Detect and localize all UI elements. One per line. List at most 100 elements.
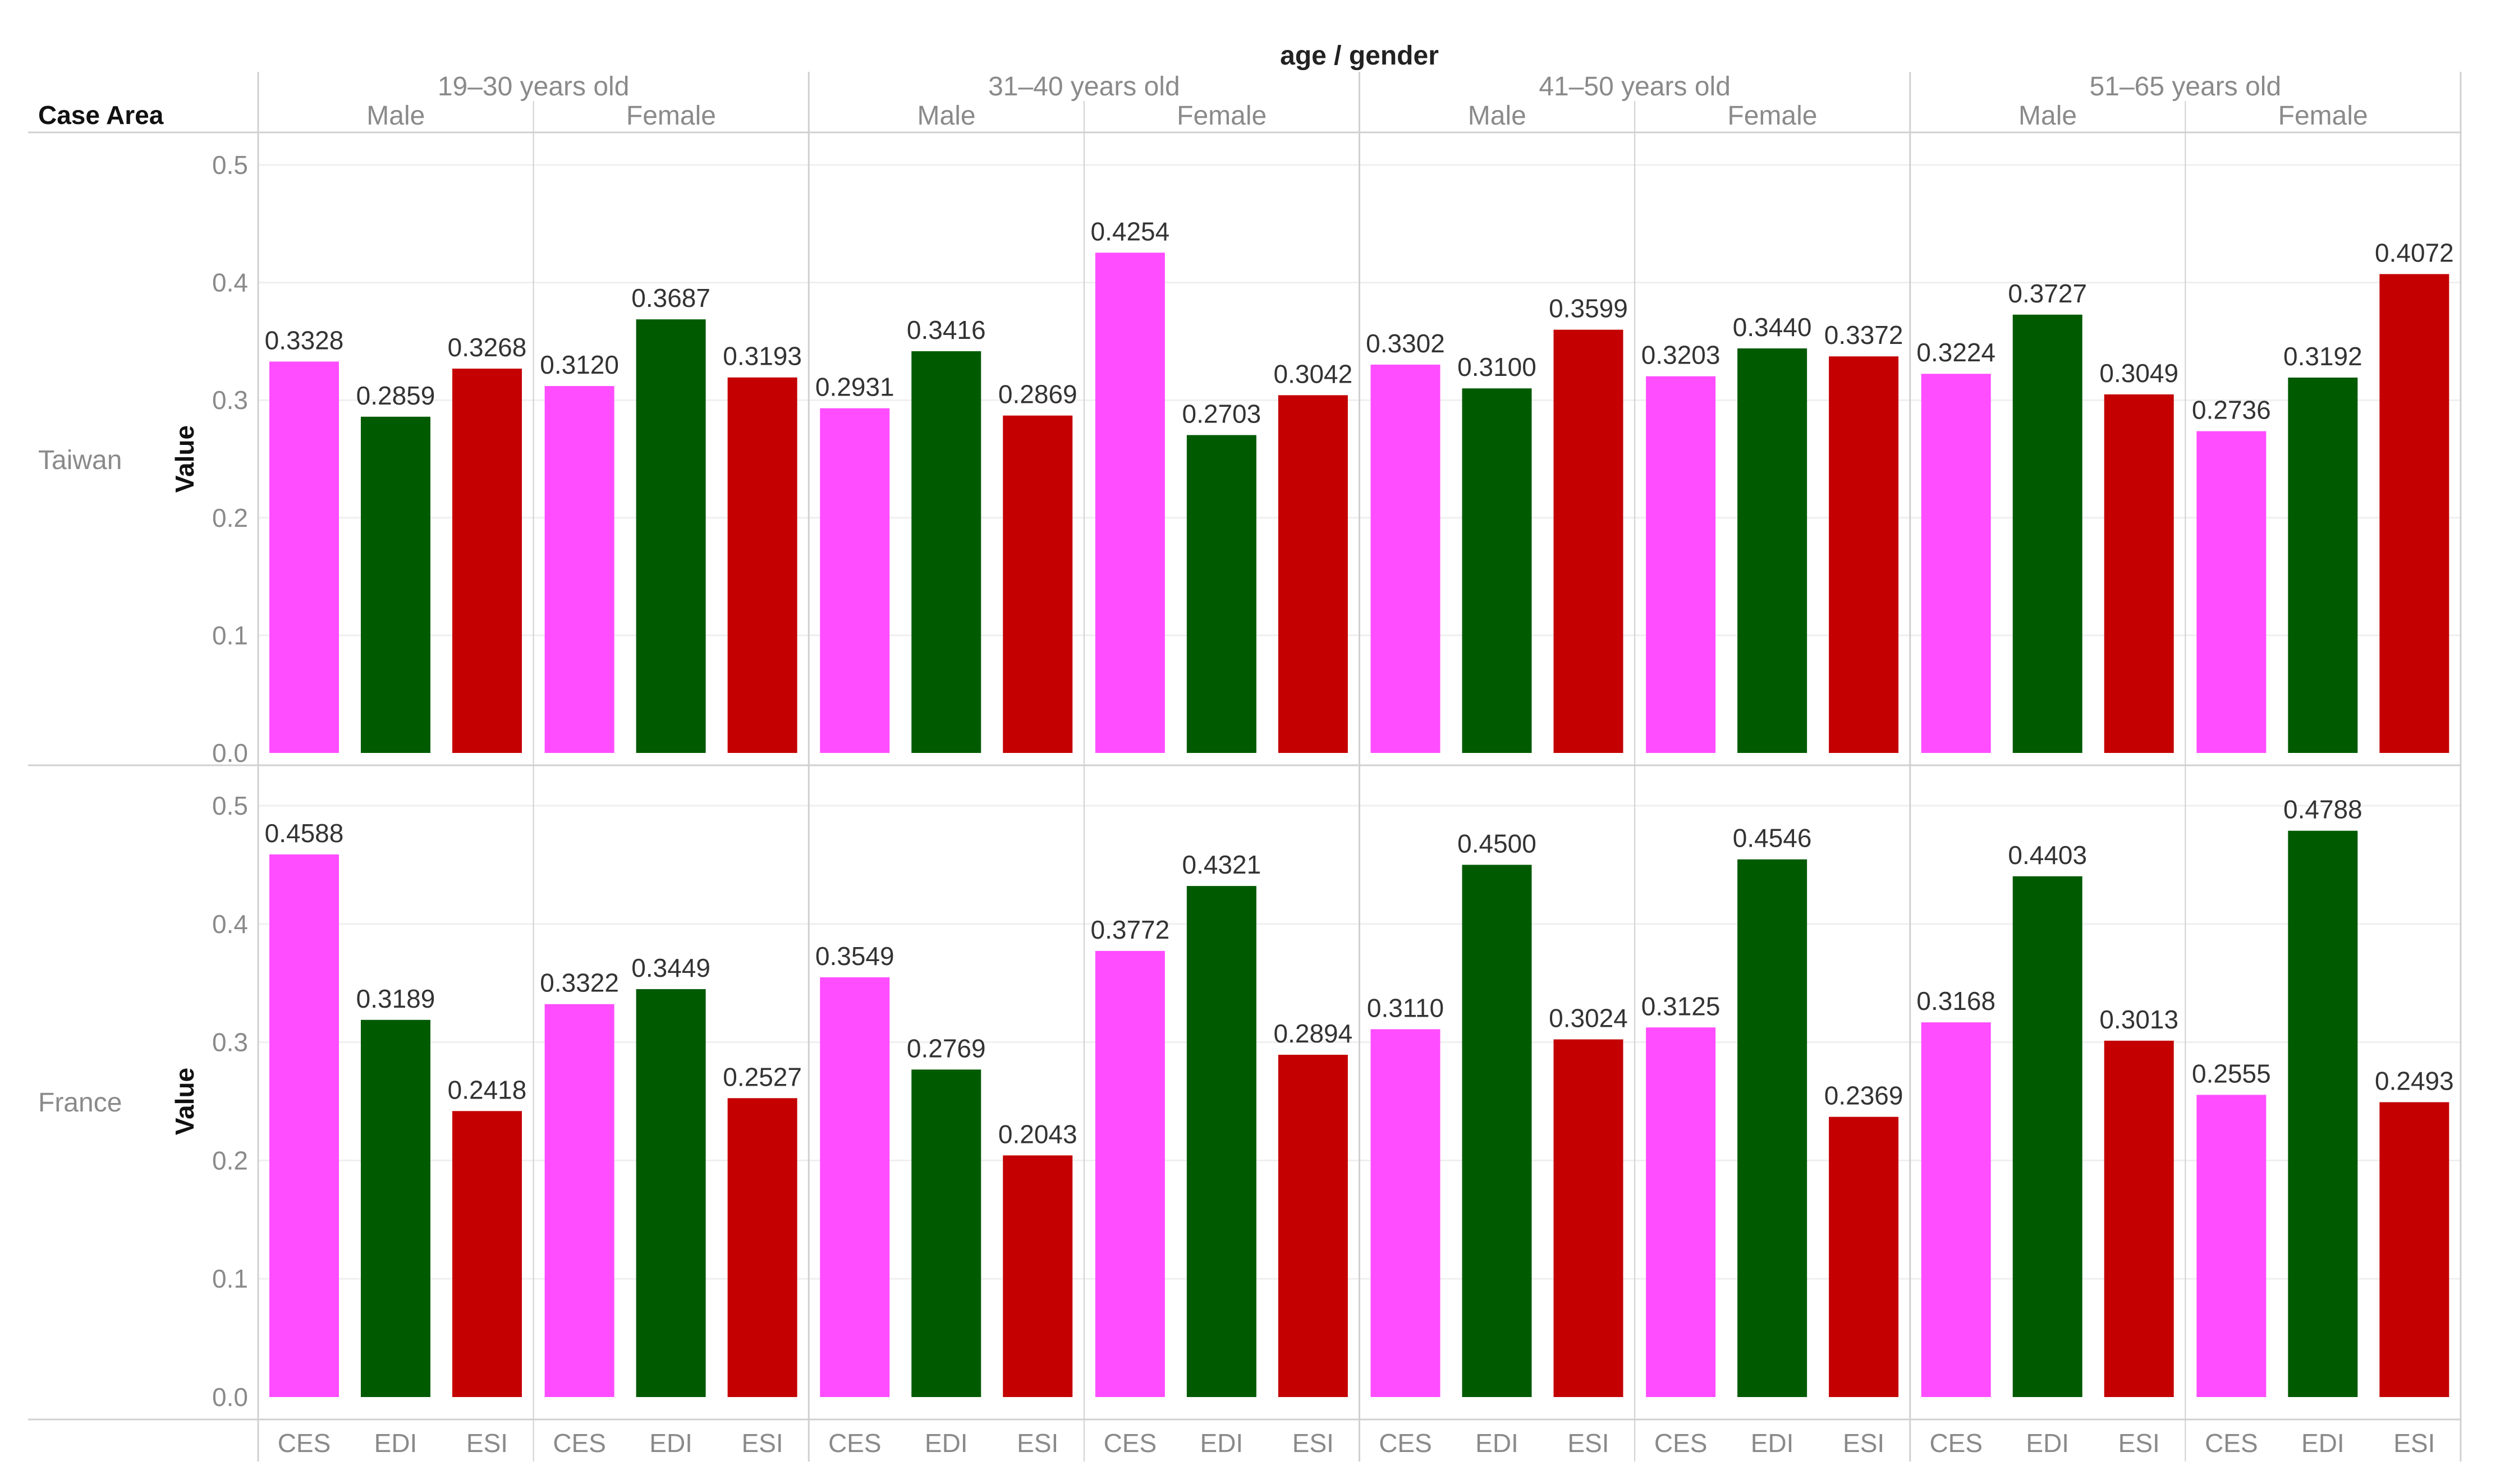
data-label: 0.2555 [2192, 1059, 2271, 1088]
gender-label: Male [366, 101, 425, 131]
x-category-label: ESI [466, 1428, 508, 1458]
y-tick-label: 0.4 [212, 909, 248, 939]
bar-edi[interactable] [2288, 377, 2358, 753]
data-label: 0.2369 [1824, 1081, 1903, 1110]
y-tick-label: 0.3 [212, 1028, 248, 1057]
bar-ces[interactable] [1370, 364, 1440, 753]
row-header-label: Case Area [38, 100, 164, 130]
bar-ces[interactable] [1370, 1029, 1440, 1397]
gender-label: Female [1727, 101, 1817, 131]
bar-esi[interactable] [1278, 1054, 1348, 1397]
y-tick-label: 0.2 [212, 1146, 248, 1175]
bar-esi[interactable] [2379, 1102, 2449, 1397]
bar-edi[interactable] [911, 351, 981, 753]
bar-esi[interactable] [1003, 1155, 1073, 1397]
bar-edi[interactable] [1186, 435, 1256, 753]
bar-esi[interactable] [2104, 1040, 2174, 1397]
data-label: 0.2769 [907, 1033, 986, 1063]
x-category-label: EDI [1751, 1428, 1794, 1458]
data-label: 0.2931 [815, 373, 894, 402]
y-tick-label: 0.0 [212, 738, 248, 768]
x-category-label: ESI [1843, 1428, 1884, 1458]
gender-label: Female [2278, 101, 2368, 131]
bar-esi[interactable] [2379, 274, 2449, 753]
bar-esi[interactable] [452, 1111, 522, 1397]
bar-edi[interactable] [1737, 859, 1807, 1397]
data-label: 0.3125 [1641, 991, 1721, 1021]
bar-esi[interactable] [452, 369, 522, 753]
data-label: 0.3224 [1916, 338, 1995, 367]
bar-edi[interactable] [1737, 348, 1807, 753]
x-category-label: CES [1654, 1428, 1708, 1458]
data-label: 0.3203 [1641, 341, 1721, 370]
data-label: 0.4588 [265, 819, 344, 848]
bar-ces[interactable] [1095, 252, 1165, 754]
bar-edi[interactable] [636, 989, 706, 1397]
data-label: 0.3268 [448, 333, 527, 362]
data-label: 0.3322 [540, 968, 619, 998]
bar-esi[interactable] [2104, 394, 2174, 753]
bar-ces[interactable] [544, 1004, 614, 1397]
gender-label: Female [1177, 101, 1267, 131]
bar-edi[interactable] [361, 1019, 430, 1397]
bar-edi[interactable] [2012, 314, 2082, 753]
data-label: 0.2869 [998, 380, 1077, 409]
bar-edi[interactable] [911, 1069, 981, 1397]
data-label: 0.3687 [631, 283, 710, 313]
gender-label: Male [2018, 101, 2077, 131]
bar-edi[interactable] [2288, 830, 2358, 1397]
bar-esi[interactable] [727, 1098, 797, 1397]
bar-ces[interactable] [1646, 376, 1716, 753]
bar-edi[interactable] [636, 319, 706, 753]
bar-edi[interactable] [2012, 876, 2082, 1397]
bar-esi[interactable] [727, 377, 797, 753]
bar-ces[interactable] [1646, 1027, 1716, 1397]
bar-esi[interactable] [1553, 1039, 1623, 1397]
bar-edi[interactable] [361, 416, 430, 753]
x-category-label: CES [1104, 1428, 1157, 1458]
data-label: 0.3168 [1916, 986, 1995, 1016]
data-label: 0.4072 [2375, 238, 2454, 268]
gender-label: Female [626, 101, 716, 131]
bar-esi[interactable] [1278, 395, 1348, 753]
data-label: 0.3192 [2283, 342, 2362, 371]
bar-esi[interactable] [1553, 329, 1623, 753]
bar-ces[interactable] [2196, 1095, 2267, 1397]
bar-ces[interactable] [269, 854, 339, 1397]
data-label: 0.4788 [2283, 795, 2362, 824]
data-label: 0.3302 [1366, 329, 1445, 358]
x-category-label: EDI [649, 1428, 692, 1458]
data-label: 0.3042 [1274, 359, 1353, 388]
bar-esi[interactable] [1003, 415, 1073, 753]
y-tick-label: 0.3 [212, 385, 248, 415]
bar-ces[interactable] [269, 361, 339, 753]
data-label: 0.3416 [907, 315, 986, 344]
x-category-label: EDI [1475, 1428, 1518, 1458]
x-category-label: CES [2205, 1428, 2258, 1458]
bar-esi[interactable] [1829, 1117, 1899, 1397]
bar-ces[interactable] [544, 386, 614, 753]
bar-ces[interactable] [1921, 374, 1991, 753]
bar-edi[interactable] [1462, 388, 1532, 753]
x-category-label: CES [828, 1428, 882, 1458]
y-tick-label: 0.5 [212, 150, 248, 180]
data-label: 0.3727 [2008, 279, 2087, 308]
y-tick-label: 0.2 [212, 503, 248, 532]
bar-ces[interactable] [1095, 950, 1165, 1397]
bar-esi[interactable] [1829, 356, 1899, 753]
area-label: France [38, 1088, 122, 1118]
x-category-label: ESI [1017, 1428, 1058, 1458]
x-category-label: ESI [1292, 1428, 1334, 1458]
data-label: 0.4321 [1182, 850, 1261, 879]
data-label: 0.4546 [1733, 824, 1812, 853]
x-category-label: ESI [2393, 1428, 2435, 1458]
bar-edi[interactable] [1186, 886, 1256, 1397]
bar-edi[interactable] [1462, 865, 1532, 1397]
bar-ces[interactable] [820, 977, 890, 1397]
x-category-label: CES [1379, 1428, 1432, 1458]
bar-ces[interactable] [2196, 431, 2267, 753]
bar-ces[interactable] [1921, 1022, 1991, 1397]
y-tick-label: 0.0 [212, 1382, 248, 1412]
bar-ces[interactable] [820, 408, 890, 753]
